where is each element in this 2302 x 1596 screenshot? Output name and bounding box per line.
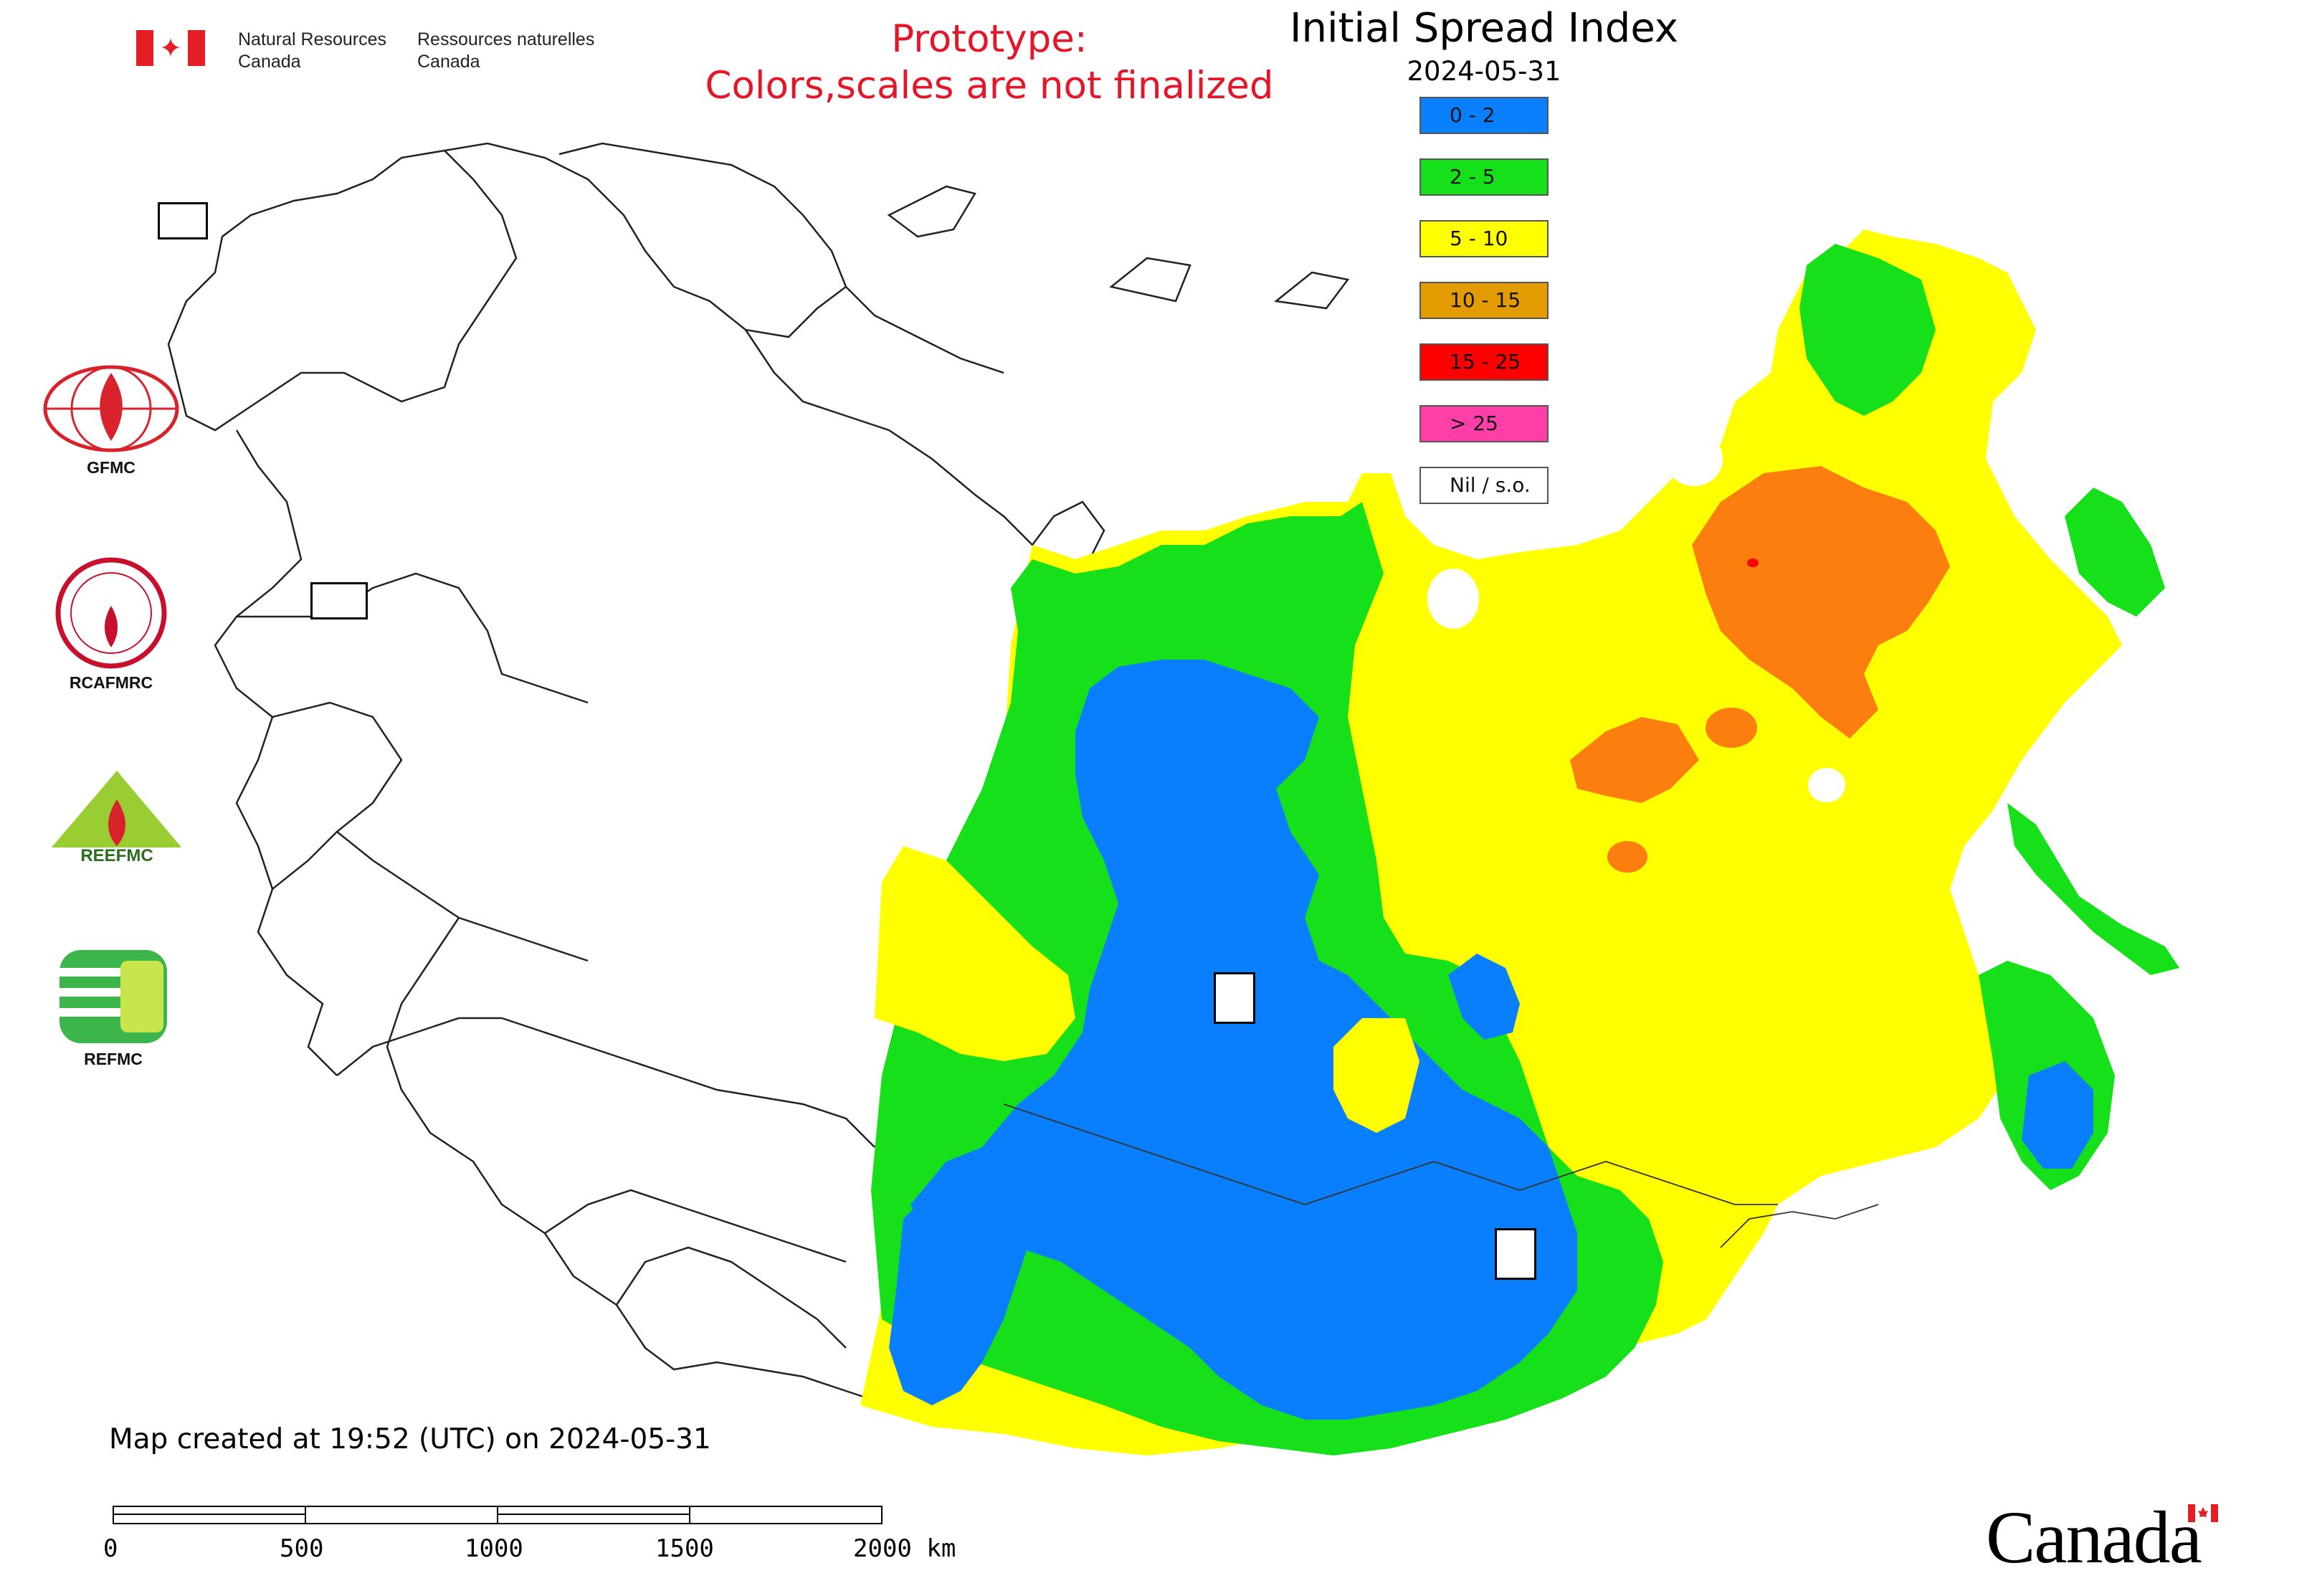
- org-gfmc: GFMC: [39, 362, 183, 478]
- ministry-name-en: Natural Resources Canada: [238, 29, 387, 72]
- gfmc-logo-icon: [43, 365, 179, 452]
- scale-label-1500: 1500: [655, 1534, 714, 1563]
- green-kamchatka-region: [2065, 488, 2165, 617]
- scale-label-2000: 2000 km: [853, 1534, 956, 1563]
- canada-flag-icon: ✦: [136, 30, 205, 66]
- gfmc-label: GFMC: [87, 458, 135, 477]
- nil-spot-1: [1808, 768, 1845, 802]
- legend-item-0-2: 0 - 2: [1419, 97, 1549, 134]
- refmc-marker-icon: [1214, 972, 1255, 1024]
- refmc-label: REFMC: [84, 1050, 143, 1068]
- ministry-name-fr: Ressources naturelles Canada: [417, 29, 595, 72]
- map-date: 2024-05-31: [1407, 56, 1561, 87]
- orange-central-region: [1570, 717, 1699, 803]
- legend-item-2-5: 2 - 5: [1419, 158, 1549, 196]
- green-northeast-region: [1799, 244, 1936, 416]
- legend-item-15-25: 15 - 25: [1419, 343, 1549, 381]
- yellow-west-pocket: [875, 846, 1075, 1061]
- orange-spot-2: [1607, 841, 1647, 873]
- wordmark-flag-icon: [2188, 1504, 2218, 1522]
- blue-west-region: [910, 660, 1577, 1420]
- legend-item-10-15: 10 - 15: [1419, 282, 1549, 319]
- org-rcafmrc: RCAFMRC: [54, 556, 168, 693]
- green-sakhalin-region: [2007, 803, 2179, 975]
- reefmc-logo-icon: REEFMC: [43, 771, 190, 865]
- internal-boundaries: [1003, 1103, 1879, 1248]
- scale-label-0: 0: [103, 1534, 118, 1563]
- legend-item-nil: Nil / s.o.: [1419, 467, 1549, 504]
- rcafmrc-label: RCAFMRC: [69, 673, 153, 692]
- gfmc-marker-icon: [158, 202, 208, 239]
- reefmc-marker-icon: [310, 582, 368, 619]
- scale-bar: [113, 1506, 883, 1527]
- canada-wordmark: Canada: [1986, 1496, 2202, 1579]
- yellow-central-pocket: [1333, 1018, 1419, 1133]
- orange-spot-1: [1706, 708, 1757, 748]
- rcafmrc-logo-icon: [55, 557, 167, 669]
- rcafmrc-marker-icon: [1495, 1228, 1536, 1280]
- orange-kolyma-region: [1692, 466, 1950, 738]
- scale-label-500: 500: [280, 1534, 324, 1563]
- isi-coverage: [860, 229, 2179, 1455]
- map-title: Initial Spread Index: [1290, 5, 1678, 52]
- svg-text:REEFMC: REEFMC: [80, 846, 153, 865]
- blue-baikal-region: [1448, 954, 1520, 1040]
- nil-spot-3: [1427, 569, 1479, 629]
- org-reefmc: REEFMC: [39, 767, 194, 874]
- legend-item-5-10: 5 - 10: [1419, 220, 1549, 257]
- map-created-note: Map created at 19:52 (UTC) on 2024-05-31: [109, 1423, 711, 1455]
- blue-southwest-region: [889, 1183, 1032, 1405]
- refmc-logo-icon: [60, 950, 167, 1043]
- prototype-notice: Prototype: Colors,scales are not finaliz…: [705, 17, 1274, 108]
- org-refmc: REFMC: [56, 946, 171, 1069]
- scale-label-1000: 1000: [465, 1534, 523, 1563]
- legend-item-over-25: > 25: [1419, 405, 1549, 442]
- blue-primorye-region: [2022, 1061, 2093, 1169]
- nil-spot-2: [1665, 432, 1723, 486]
- red-spot: [1747, 559, 1759, 567]
